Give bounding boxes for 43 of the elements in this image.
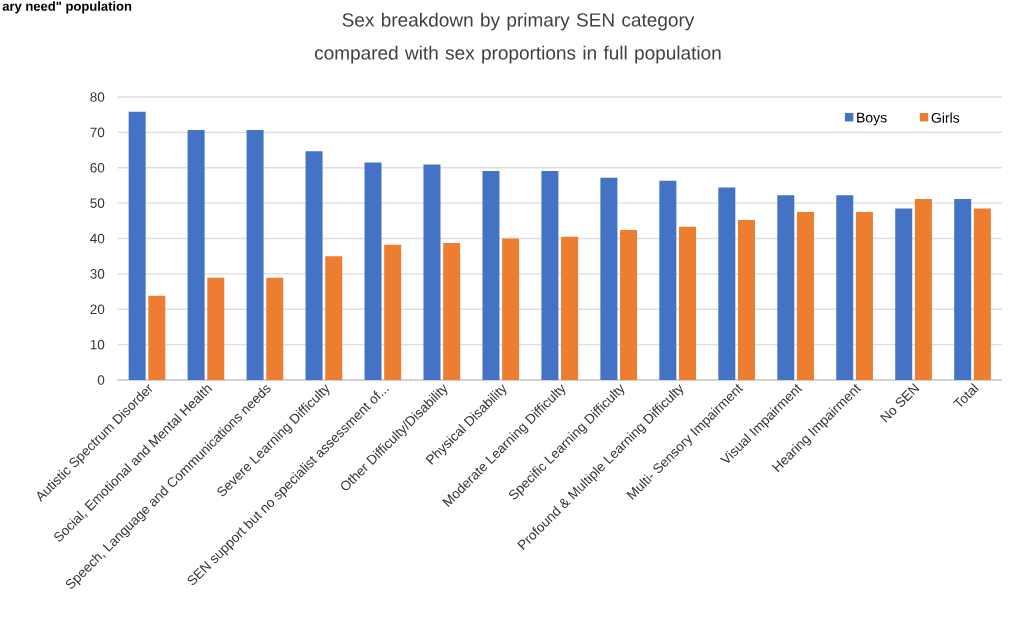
- text: ary need" population: [2, 1, 132, 14]
- bar: [187, 129, 205, 380]
- y-tick-label: 40: [90, 233, 105, 244]
- bar: [305, 151, 323, 380]
- y-tick-label: 70: [90, 127, 105, 138]
- bar: [443, 243, 461, 380]
- bar: [364, 162, 382, 380]
- bar: [620, 230, 638, 380]
- y-tick-label: 20: [90, 304, 105, 315]
- bar: [855, 211, 873, 380]
- bar: [384, 244, 402, 380]
- bar: [423, 164, 441, 380]
- bar: [973, 208, 991, 380]
- legend-label: Boys: [857, 112, 887, 126]
- y-tick-label: 60: [90, 162, 105, 173]
- bar: [148, 295, 166, 380]
- bar: [718, 187, 736, 380]
- bar: [561, 236, 579, 380]
- bar: [737, 220, 755, 380]
- y-tick-label: 0: [97, 375, 105, 385]
- y-tick-label: 10: [90, 339, 105, 350]
- bar: [325, 256, 343, 380]
- bar: [895, 208, 913, 380]
- bar: [128, 111, 146, 380]
- y-tick-label: 30: [90, 269, 105, 279]
- bar: [600, 177, 618, 380]
- bar: [777, 195, 795, 380]
- bar: [482, 170, 500, 380]
- chart-title: Sex breakdown by primary SEN category compared with sex proportions in full population: [314, 12, 721, 64]
- bar: [502, 238, 520, 380]
- bar: [954, 198, 972, 380]
- bar: [266, 277, 284, 380]
- y-tick-label: 80: [90, 92, 105, 102]
- bar: [659, 180, 677, 380]
- bar: [836, 195, 854, 380]
- legend-label: Girls: [931, 112, 960, 123]
- bar: [246, 129, 264, 380]
- bar: [207, 277, 225, 380]
- y-tick-label: 50: [90, 198, 105, 208]
- bar: [679, 226, 697, 380]
- bar: [796, 211, 814, 380]
- bar: [914, 198, 932, 380]
- bar: [541, 170, 559, 380]
